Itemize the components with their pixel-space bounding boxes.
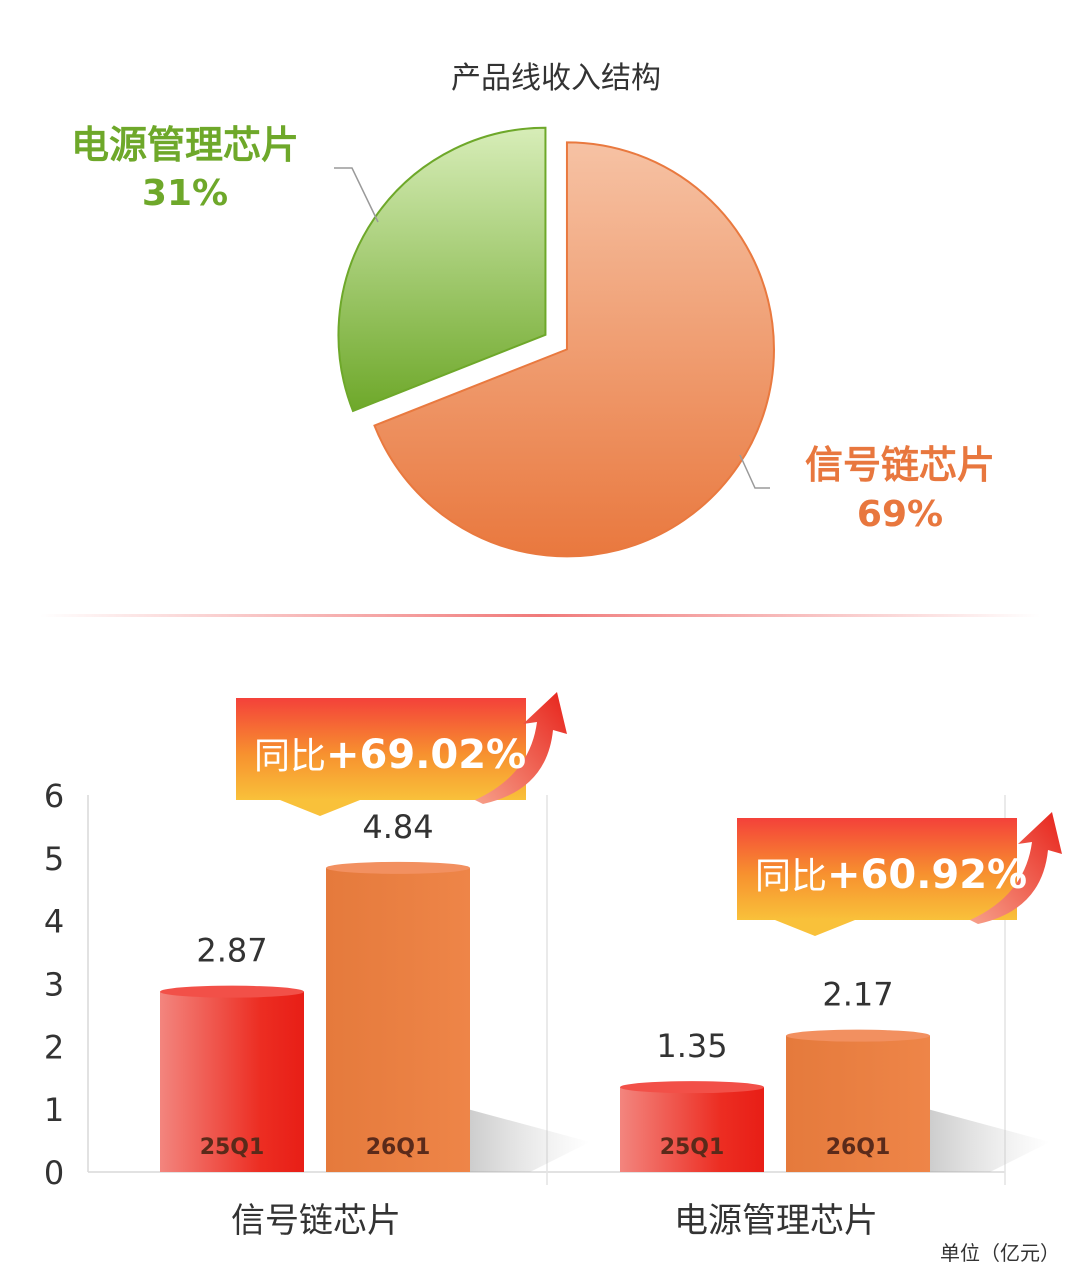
bar-cap <box>786 1029 930 1042</box>
pie-label-orange: 信号链芯片 <box>805 443 995 487</box>
pie-chart-title: 产品线收入结构 <box>451 61 661 96</box>
bar-chart: 0 1 2 3 4 5 6 2.87 25Q1 4.84 26Q1 1.35 25Q1 2.17 26Q1… <box>44 692 1062 1192</box>
bar-value-label: 2.87 <box>196 932 267 970</box>
yoy-value: +69.02% <box>326 732 526 778</box>
yoy-value: +60.92% <box>827 852 1027 898</box>
y-tick-label: 0 <box>44 1154 64 1192</box>
pie-slice-signal-chain <box>373 141 775 558</box>
yoy-callout-box <box>737 818 1017 920</box>
bar-value-label: 2.17 <box>822 976 893 1014</box>
orange-leader-line <box>739 454 770 489</box>
bar-26Q1-0 <box>326 867 470 1172</box>
x-category-label-1: 信号链芯片 <box>231 1201 401 1241</box>
bar-25Q1-0 <box>160 991 304 1172</box>
bar-value-label: 4.84 <box>362 808 433 846</box>
yoy-callout-box <box>236 698 526 800</box>
y-tick-label: 5 <box>44 840 64 878</box>
pie-slice-power-management <box>337 126 547 413</box>
callout-pointer <box>775 920 855 936</box>
bar-cap <box>160 985 304 998</box>
pie-label-green: 电源管理芯片 <box>71 123 299 167</box>
y-tick-label: 3 <box>44 966 64 1004</box>
unit-label: 单位（亿元） <box>940 1241 1060 1265</box>
growth-arrow-icon <box>970 812 1062 924</box>
x-category-label-2: 电源管理芯片 <box>674 1201 878 1241</box>
y-tick-label: 4 <box>44 903 64 941</box>
bar-25Q1-1 <box>620 1087 764 1172</box>
bar-series-label: 25Q1 <box>660 1135 725 1160</box>
bar-series-label: 26Q1 <box>366 1135 431 1160</box>
y-tick-label: 6 <box>44 777 64 815</box>
y-tick-label: 2 <box>44 1028 64 1066</box>
yoy-prefix: 同比 <box>254 736 326 777</box>
bar-cap <box>326 861 470 874</box>
bar-shadow <box>920 1107 1050 1172</box>
bar-cap <box>620 1081 764 1094</box>
bar-value-label: 1.35 <box>656 1027 727 1065</box>
growth-arrow-icon <box>475 692 567 804</box>
yoy-callout-text: 同比+69.02% <box>254 732 526 778</box>
bar-series-label: 25Q1 <box>200 1135 265 1160</box>
yoy-prefix: 同比 <box>755 856 827 897</box>
pie-value-green: 31% <box>142 173 228 214</box>
section-divider <box>40 614 1040 617</box>
bar-series-label: 26Q1 <box>826 1135 891 1160</box>
bar-shadow <box>460 1107 590 1172</box>
pie-value-orange: 69% <box>857 494 943 535</box>
callout-pointer <box>280 800 360 816</box>
y-tick-label: 1 <box>44 1091 64 1129</box>
yoy-callout-text: 同比+60.92% <box>755 852 1027 898</box>
pie-chart <box>337 126 775 558</box>
bar-26Q1-1 <box>786 1035 930 1172</box>
green-leader-line <box>334 167 379 223</box>
